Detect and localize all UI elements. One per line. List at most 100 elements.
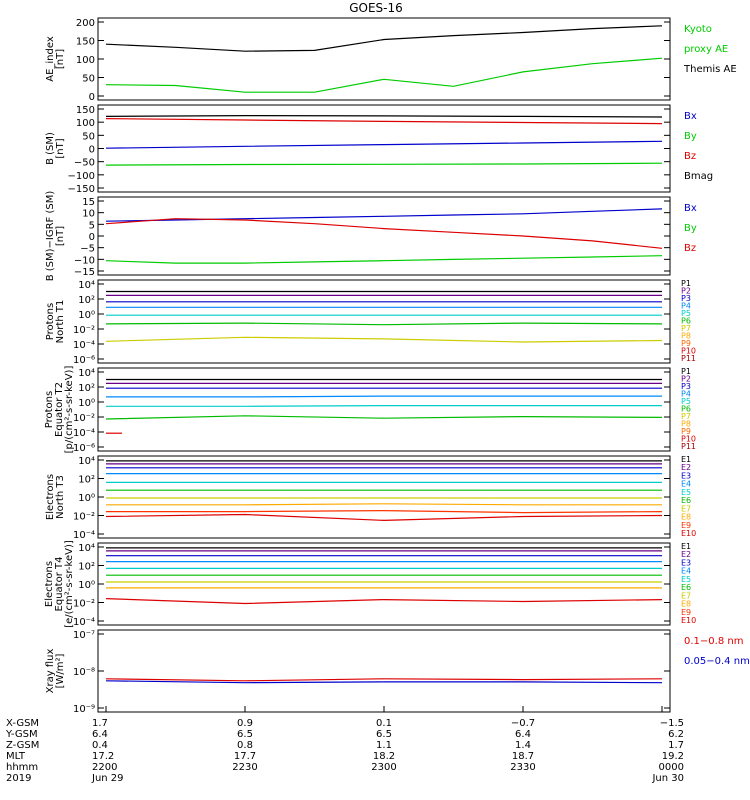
legend-entry: P8 <box>681 332 691 341</box>
y-tick-label: 10⁻² <box>73 413 95 424</box>
legend-entry: P9 <box>681 339 691 348</box>
legend-entry: P4 <box>681 302 691 311</box>
series-line-p6 <box>105 415 663 420</box>
panel-1: 200 150 100 50 0 AE_index [nT] Kyoto proxy AE The… <box>45 17 737 103</box>
y-tick-label: −15 <box>74 267 95 278</box>
y-tick-label: 200 <box>76 18 95 29</box>
panel-2: 150 100 50 0 −50 −100 −150 B (SM) [nT] Bx By Bz Bmag <box>45 104 713 195</box>
legend-entry: E8 <box>681 513 691 522</box>
footer-value: 0.1 <box>376 718 392 729</box>
legend-entry: E5 <box>681 575 691 584</box>
legend-entry: Bx <box>684 111 697 122</box>
y-tick-label: 10² <box>78 475 95 486</box>
y-axis-label: Electrons <box>45 474 56 520</box>
panel-2-series <box>105 114 663 166</box>
y-tick-label: 15 <box>82 197 95 208</box>
footer-value: 6.2 <box>668 729 684 740</box>
y-tick-label: 10⁴ <box>78 280 95 291</box>
footer-value: −0.7 <box>511 718 535 729</box>
panel-6-series <box>105 460 663 522</box>
legend-entry: E9 <box>681 521 691 530</box>
footer-value: 18.2 <box>373 751 395 762</box>
panel-4: 10⁴ 10² 10⁰ 10⁻² 10⁻⁴ 10⁻⁶ Protons North T1 P1P2… <box>45 279 696 366</box>
footer-value: 2200 <box>92 762 117 773</box>
y-axis-label: [nT] <box>55 226 66 246</box>
y-tick-label: 10⁴ <box>78 456 95 467</box>
y-tick-label: 10⁴ <box>78 543 95 554</box>
y-tick-label: 10⁰ <box>78 310 95 321</box>
legend-entry: P10 <box>681 347 696 356</box>
ephemeris-footer: X-GSMY-GSMZ-GSMMLThhmm20191.76.40.417.22… <box>5 706 684 784</box>
footer-value: 6.4 <box>515 729 531 740</box>
legend-entry: By <box>684 131 697 142</box>
footer-value: 1.7 <box>92 718 108 729</box>
y-tick-label: 10⁰ <box>78 398 95 409</box>
footer-value: Jun 30 <box>651 773 684 784</box>
y-tick-label: 10⁰ <box>78 580 95 591</box>
panel-5-series <box>105 378 663 434</box>
y-tick-label: 50 <box>82 131 95 142</box>
y-tick-label: 10⁻⁸ <box>73 667 95 678</box>
y-axis-label: [nT] <box>55 49 66 69</box>
y-tick-label: −5 <box>80 244 95 255</box>
y-axis-label: North T1 <box>55 300 66 344</box>
footer-value: 2330 <box>510 762 535 773</box>
y-tick-label: 100 <box>76 118 95 129</box>
legend-entry: Themis AE <box>683 64 737 75</box>
y-tick-label: 10⁴ <box>78 368 95 379</box>
y-tick-label: −100 <box>68 171 95 182</box>
panel-3-series <box>105 208 663 264</box>
panel-frame <box>97 279 671 364</box>
legend-entry: E10 <box>681 616 696 625</box>
legend-entry: Bz <box>684 151 696 162</box>
y-tick-label: 10⁰ <box>78 493 95 504</box>
panel-7: 10⁴ 10² 10⁰ 10⁻² 10⁻⁴ Electrons Equator T4 [e/(… <box>44 540 696 628</box>
y-tick-label: 10⁻⁴ <box>73 617 95 628</box>
legend-entry: P11 <box>681 442 696 451</box>
y-axis-label: Equator T2 <box>54 382 65 437</box>
series-line-p4 <box>106 395 662 398</box>
legend-entry: P8 <box>681 420 691 429</box>
footer-value: −1.5 <box>660 718 684 729</box>
y-tick-label: 150 <box>76 37 95 48</box>
legend-entry: E7 <box>681 504 691 513</box>
footer-value: 1.1 <box>376 740 392 751</box>
legend-entry: Bx <box>684 203 697 214</box>
y-tick-label: 10² <box>78 383 95 394</box>
panel-1-series <box>105 25 663 93</box>
y-tick-label: 10⁻⁷ <box>73 630 95 641</box>
y-tick-label: 10⁻⁶ <box>73 443 95 454</box>
legend-entry: P11 <box>681 354 696 363</box>
y-tick-label: 10⁻⁹ <box>73 704 95 715</box>
legend-entry: E6 <box>681 583 691 592</box>
y-axis-label: [p/(cm²-s-sr-keV)] <box>64 366 75 454</box>
y-tick-label: 10⁻⁴ <box>73 530 95 541</box>
y-tick-label: −50 <box>74 158 95 169</box>
y-axis-label: [nT] <box>55 138 66 158</box>
series-line-bz <box>105 118 663 125</box>
footer-value: 17.2 <box>92 751 114 762</box>
y-axis-label: North T3 <box>55 475 66 519</box>
y-tick-label: 10⁻² <box>73 325 95 336</box>
series-line-bmag <box>105 114 663 118</box>
footer-value: 1.4 <box>515 740 531 751</box>
legend-entry: E7 <box>681 591 691 600</box>
legend-entry: E1 <box>681 542 691 551</box>
y-axis-label: AE_index <box>45 36 56 82</box>
footer-row-label: Y-GSM <box>5 729 38 740</box>
legend-entry: P5 <box>681 309 691 318</box>
y-axis-label: B (SM) <box>45 132 56 165</box>
series-line-bz <box>105 218 663 249</box>
panel-4-series <box>105 290 663 343</box>
panel-6: 10⁴ 10² 10⁰ 10⁻² 10⁻⁴ Electrons North T3 E1E2E3… <box>45 455 696 541</box>
legend-entry: P2 <box>681 375 691 384</box>
legend-entry: P7 <box>681 324 691 333</box>
series-line-e8 <box>106 503 662 506</box>
series-line-kyoto-proxy-ae <box>105 57 663 93</box>
legend-entry: P6 <box>681 405 691 414</box>
footer-value: Jun 29 <box>91 773 124 784</box>
footer-value: 17.7 <box>234 751 256 762</box>
footer-value: 6.4 <box>92 729 108 740</box>
series-line-p7 <box>105 336 663 343</box>
